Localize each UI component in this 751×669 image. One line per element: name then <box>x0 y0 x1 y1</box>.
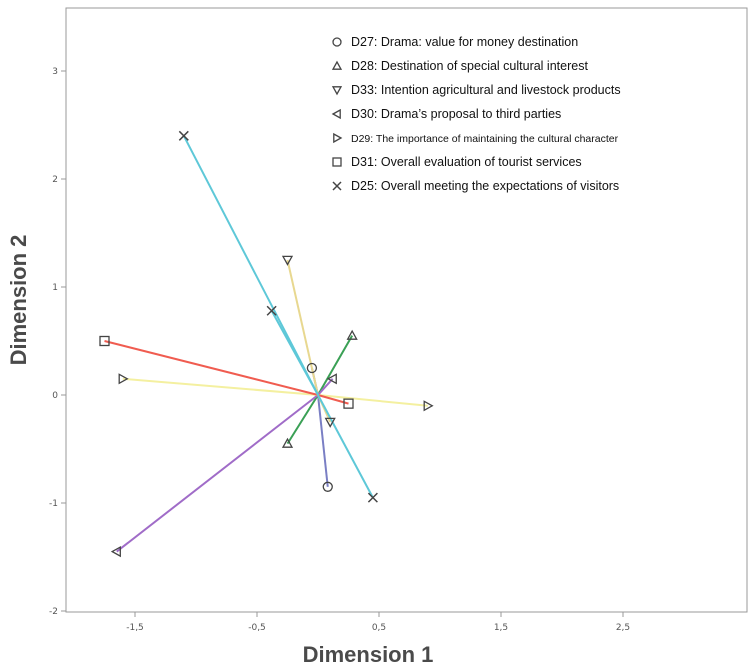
data-point <box>324 417 336 428</box>
series-line <box>116 394 319 553</box>
series-line <box>270 310 319 396</box>
data-point <box>281 255 294 266</box>
data-point <box>110 545 121 558</box>
legend-label: D33: Intention agricultural and livestoc… <box>351 83 621 97</box>
data-point <box>178 130 189 141</box>
x-tick-label: -1,5 <box>126 623 144 633</box>
legend-marker <box>331 60 343 70</box>
series-line <box>317 378 334 396</box>
data-point <box>281 437 294 448</box>
data-point <box>346 329 358 340</box>
x-tick-label: 0,5 <box>372 623 386 633</box>
data-point <box>326 373 337 385</box>
series-line <box>317 394 374 499</box>
series-lines <box>104 135 428 553</box>
x-tick-label: -0,5 <box>248 623 266 633</box>
legend-marker <box>332 37 342 47</box>
plot-area <box>65 7 748 613</box>
data-point <box>367 492 378 503</box>
legend-marker <box>333 132 343 144</box>
legend-marker <box>331 108 341 120</box>
data-point <box>423 400 434 412</box>
legend-label: D31: Overall evaluation of tourist servi… <box>351 155 582 169</box>
axis-ticks: -1,5 -0,5 0,5 1,5 2,5 -2 -1 0 1 2 3 <box>49 67 630 633</box>
x-tick-label: 2,5 <box>616 623 630 633</box>
y-tick-label: -2 <box>49 607 58 617</box>
legend-marker <box>331 86 343 96</box>
legend-marker <box>332 181 342 191</box>
legend-label: D30: Drama’s proposal to third parties <box>351 107 561 121</box>
series-line <box>317 394 329 487</box>
series-line <box>182 135 319 396</box>
data-point <box>306 362 318 374</box>
y-axis-title: Dimension 2 <box>6 235 31 366</box>
series-line <box>104 340 319 396</box>
data-point <box>118 373 129 385</box>
legend: D27: Drama: value for money destination D… <box>331 35 621 193</box>
series-line <box>286 394 319 445</box>
x-tick-label: 1,5 <box>494 623 508 633</box>
series-line <box>317 394 428 407</box>
y-tick-label: 0 <box>52 391 58 401</box>
x-axis-title: Dimension 1 <box>303 642 434 667</box>
data-point <box>322 481 333 492</box>
y-tick-label: 3 <box>52 67 58 77</box>
data-point <box>343 398 354 409</box>
legend-label: D29: The importance of maintaining the c… <box>351 133 619 145</box>
y-tick-label: -1 <box>49 499 58 509</box>
y-tick-label: 1 <box>52 283 58 293</box>
legend-label: D28: Destination of special cultural int… <box>351 59 588 73</box>
legend-marker <box>332 157 342 167</box>
data-point <box>99 335 110 347</box>
y-tick-label: 2 <box>52 175 58 185</box>
series-line <box>317 335 354 396</box>
legend-label: D25: Overall meeting the expectations of… <box>351 179 619 193</box>
series-line <box>122 377 319 396</box>
series-markers <box>99 130 434 558</box>
legend-label: D27: Drama: value for money destination <box>351 35 578 49</box>
data-point <box>266 305 277 316</box>
